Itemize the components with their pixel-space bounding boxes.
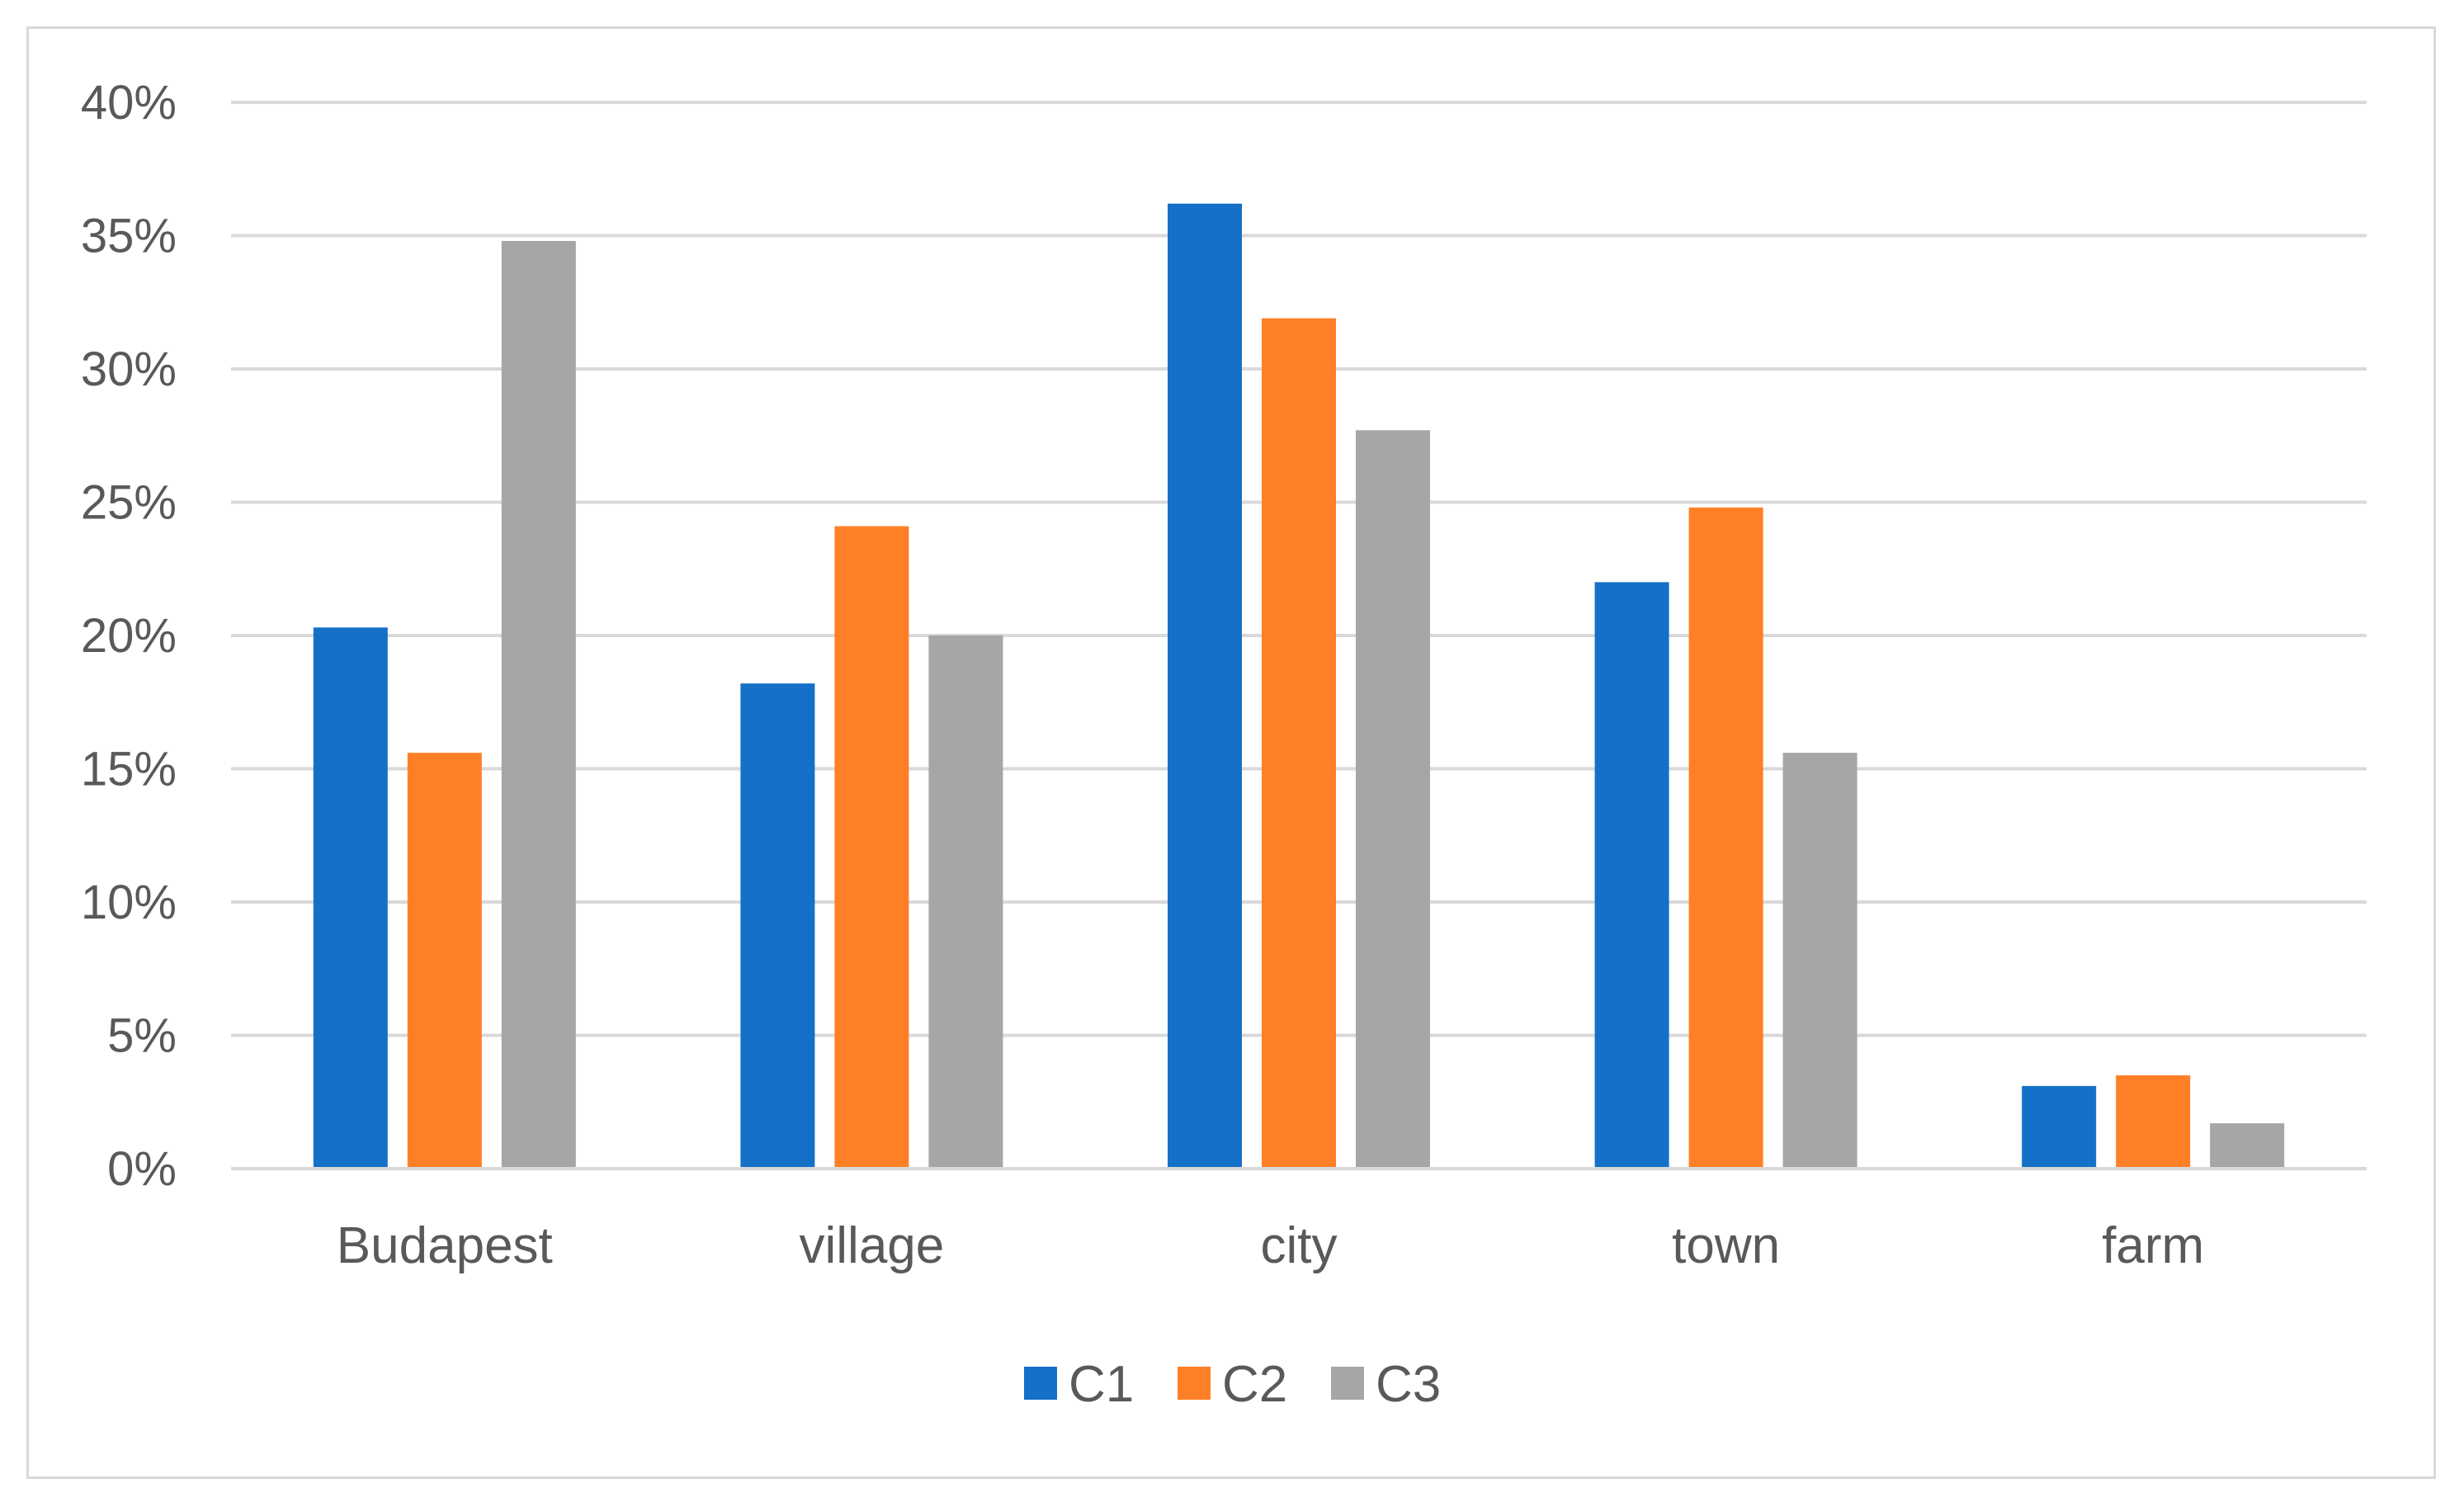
- bar-c1-farm: [2022, 1085, 2097, 1169]
- bar-c2-farm: [2116, 1075, 2191, 1169]
- x-axis-categories: Budapest village city town farm: [337, 1217, 2204, 1274]
- legend-label: C2: [1222, 1356, 1287, 1413]
- x-category-label: city: [1261, 1217, 1338, 1274]
- y-tick-label: 25%: [81, 476, 177, 530]
- bar-c1-town: [1594, 582, 1669, 1169]
- bar-c1-budapest: [313, 627, 388, 1169]
- bar-c3-city: [1356, 430, 1430, 1169]
- bar-c2-city: [1262, 318, 1336, 1169]
- x-category-label: farm: [2102, 1217, 2204, 1274]
- bar-c3-budapest: [501, 240, 576, 1169]
- bar-c2-town: [1688, 507, 1763, 1169]
- legend: C1 C2 C3: [1024, 1356, 1441, 1413]
- legend-item-c3: C3: [1331, 1356, 1441, 1413]
- bar-c3-village: [928, 635, 1003, 1169]
- legend-item-c2: C2: [1178, 1356, 1287, 1413]
- x-category-label: village: [800, 1217, 945, 1274]
- legend-swatch: [1024, 1367, 1057, 1400]
- y-tick-label: 20%: [81, 609, 177, 663]
- y-tick-label: 30%: [81, 342, 177, 396]
- bars: [231, 203, 2367, 1170]
- y-tick-label: 5%: [107, 1009, 177, 1063]
- x-category-label: town: [1672, 1217, 1780, 1274]
- y-tick-label: 40%: [81, 76, 177, 130]
- y-tick-label: 10%: [81, 876, 177, 929]
- bar-c2-budapest: [407, 753, 482, 1169]
- bar-c2-village: [834, 526, 909, 1169]
- bar-c3-town: [1782, 753, 1857, 1169]
- x-category-label: Budapest: [337, 1217, 553, 1274]
- bar-c3-farm: [2210, 1123, 2285, 1169]
- legend-item-c1: C1: [1024, 1356, 1134, 1413]
- y-tick-label: 35%: [81, 210, 177, 263]
- y-tick-label: 15%: [81, 743, 177, 796]
- legend-swatch: [1331, 1367, 1364, 1400]
- legend-label: C3: [1376, 1356, 1441, 1413]
- y-axis-ticks: 0% 5% 10% 15% 20% 25% 30% 35% 40%: [81, 76, 177, 1196]
- bar-c1-city: [1168, 203, 1242, 1169]
- bar-c1-village: [740, 683, 815, 1169]
- legend-label: C1: [1069, 1356, 1134, 1413]
- y-tick-label: 0%: [107, 1142, 177, 1196]
- legend-swatch: [1178, 1367, 1211, 1400]
